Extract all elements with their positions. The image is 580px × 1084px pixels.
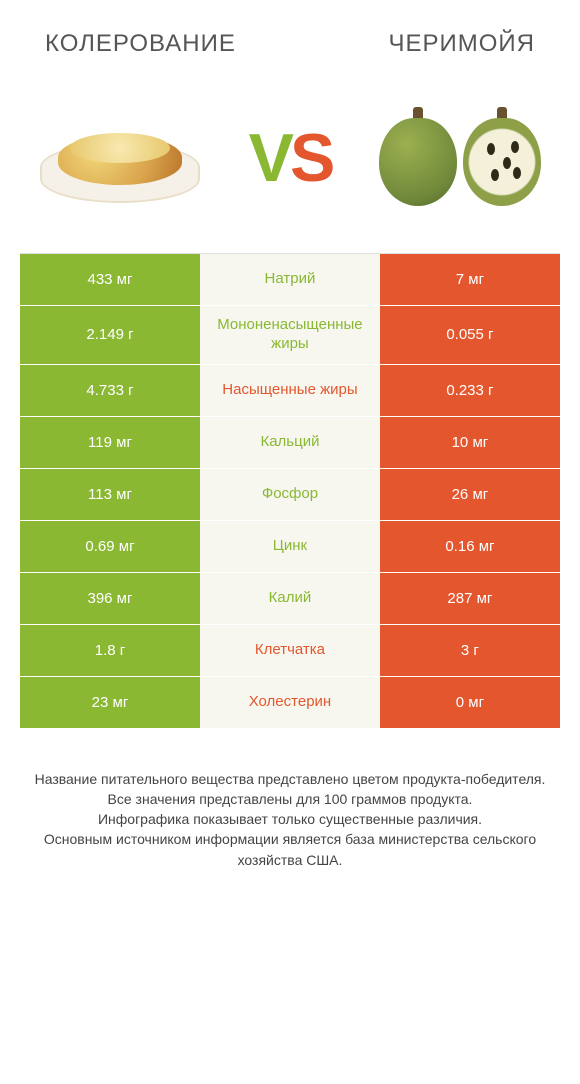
- cell-right-value: 10 мг: [380, 417, 560, 468]
- cell-right-value: 26 мг: [380, 469, 560, 520]
- cell-left-value: 433 мг: [20, 254, 200, 305]
- table-row: 396 мгКалий287 мг: [20, 573, 560, 625]
- footer-line: Название питательного вещества представл…: [30, 769, 550, 789]
- table-row: 433 мгНатрий7 мг: [20, 254, 560, 306]
- cell-nutrient-label: Калий: [200, 573, 380, 624]
- footer-notes: Название питательного вещества представл…: [20, 769, 560, 870]
- cell-nutrient-label: Фосфор: [200, 469, 380, 520]
- title-right: ЧЕРИМОЙЯ: [388, 30, 535, 58]
- cell-right-value: 287 мг: [380, 573, 560, 624]
- table-row: 0.69 мгЦинк0.16 мг: [20, 521, 560, 573]
- cell-left-value: 0.69 мг: [20, 521, 200, 572]
- hero-row: VS: [20, 98, 560, 253]
- cell-right-value: 7 мг: [380, 254, 560, 305]
- cherimoya-whole-icon: [379, 111, 457, 206]
- cell-left-value: 23 мг: [20, 677, 200, 728]
- nutrition-table: 433 мгНатрий7 мг2.149 гМононенасыщенные …: [20, 253, 560, 729]
- cell-right-value: 0.055 г: [380, 306, 560, 364]
- cell-right-value: 3 г: [380, 625, 560, 676]
- cell-nutrient-label: Холестерин: [200, 677, 380, 728]
- vs-v: V: [249, 120, 290, 196]
- table-row: 119 мгКальций10 мг: [20, 417, 560, 469]
- cherimoya-cut-icon: [463, 111, 541, 206]
- vs-label: VS: [249, 119, 332, 197]
- cell-nutrient-label: Цинк: [200, 521, 380, 572]
- cell-nutrient-label: Кальций: [200, 417, 380, 468]
- cell-left-value: 119 мг: [20, 417, 200, 468]
- table-row: 4.733 гНасыщенные жиры0.233 г: [20, 365, 560, 417]
- titles-row: КОЛЕРОВАНИЕ ЧЕРИМОЙЯ: [20, 30, 560, 58]
- footer-line: Все значения представлены для 100 граммо…: [30, 789, 550, 809]
- table-row: 1.8 гКлетчатка3 г: [20, 625, 560, 677]
- food-image-right: [375, 98, 545, 218]
- cell-right-value: 0.233 г: [380, 365, 560, 416]
- cell-left-value: 396 мг: [20, 573, 200, 624]
- cell-left-value: 4.733 г: [20, 365, 200, 416]
- footer-line: Инфографика показывает только существенн…: [30, 809, 550, 829]
- cell-right-value: 0 мг: [380, 677, 560, 728]
- vs-s: S: [290, 120, 331, 196]
- cell-nutrient-label: Натрий: [200, 254, 380, 305]
- cell-nutrient-label: Клетчатка: [200, 625, 380, 676]
- table-row: 2.149 гМононенасыщенные жиры0.055 г: [20, 306, 560, 365]
- cell-left-value: 113 мг: [20, 469, 200, 520]
- cell-nutrient-label: Насыщенные жиры: [200, 365, 380, 416]
- table-row: 23 мгХолестерин0 мг: [20, 677, 560, 729]
- footer-line: Основным источником информации является …: [30, 829, 550, 870]
- dish-icon: [40, 113, 200, 203]
- cell-left-value: 1.8 г: [20, 625, 200, 676]
- cell-nutrient-label: Мононенасыщенные жиры: [200, 306, 380, 364]
- title-left: КОЛЕРОВАНИЕ: [45, 30, 236, 58]
- cell-left-value: 2.149 г: [20, 306, 200, 364]
- table-row: 113 мгФосфор26 мг: [20, 469, 560, 521]
- infographic-container: КОЛЕРОВАНИЕ ЧЕРИМОЙЯ VS: [0, 0, 580, 1084]
- food-image-left: [35, 98, 205, 218]
- cell-right-value: 0.16 мг: [380, 521, 560, 572]
